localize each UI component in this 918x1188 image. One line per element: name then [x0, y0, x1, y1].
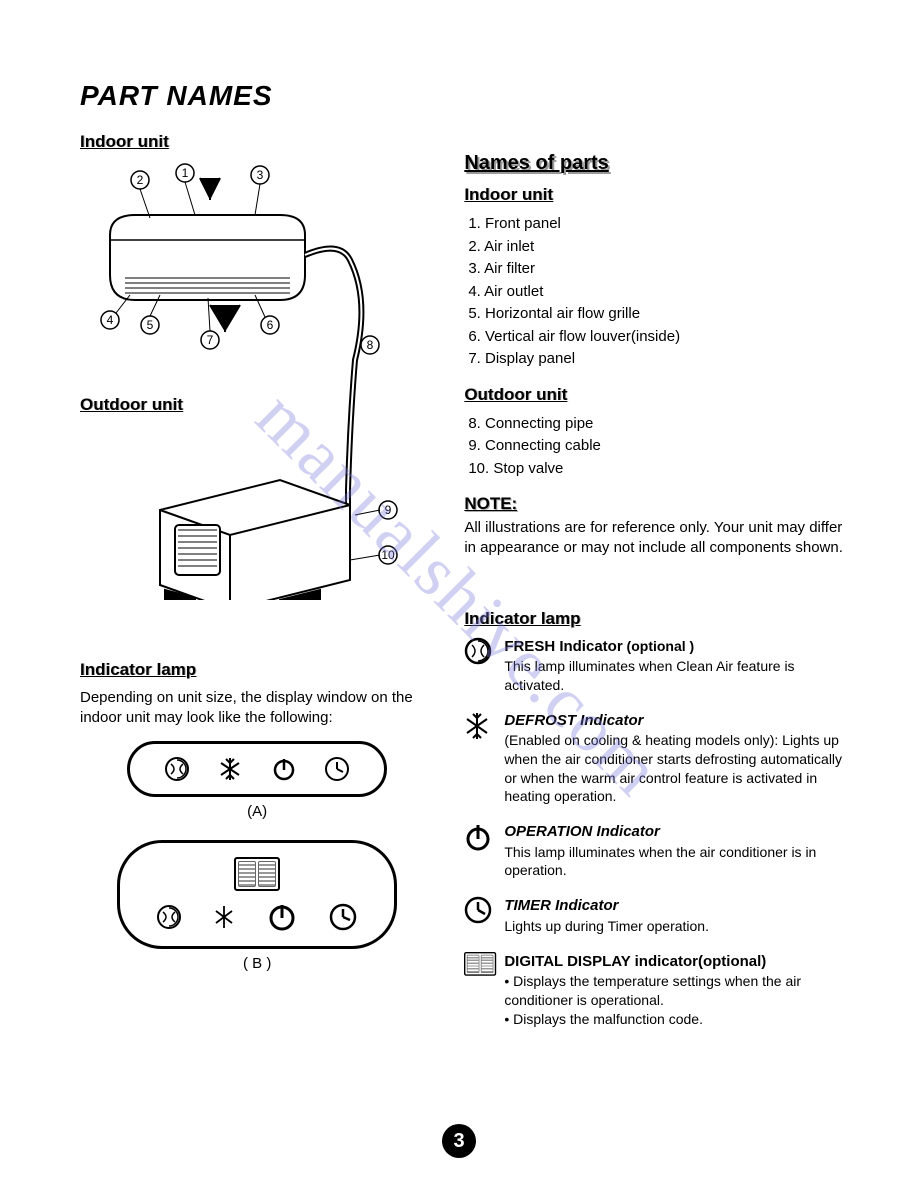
fresh-icon: [156, 904, 182, 930]
svg-text:9: 9: [385, 503, 392, 517]
list-item: 7. Display panel: [468, 348, 858, 371]
power-icon: [271, 756, 297, 782]
power-icon: [267, 902, 297, 932]
indicator-body: Lights up during Timer operation.: [504, 918, 709, 934]
timer-icon: [328, 902, 358, 932]
defrost-icon: [217, 756, 243, 782]
list-item: 4. Air outlet: [468, 281, 858, 304]
list-item: 6. Vertical air flow louver(inside): [468, 326, 858, 349]
indicator-body: This lamp illuminates when Clean Air fea…: [504, 658, 794, 693]
indoor-unit-heading: Indoor unit: [464, 185, 858, 205]
page-number: 3: [442, 1124, 476, 1158]
indicator-title: DEFROST Indicator: [504, 712, 643, 729]
indoor-unit-label: Indoor unit: [80, 132, 434, 152]
list-item: 10. Stop valve: [468, 458, 858, 481]
list-item: 1. Front panel: [468, 213, 858, 236]
svg-text:7: 7: [207, 333, 214, 347]
list-item: Displays the malfunction code.: [504, 1010, 858, 1029]
list-item: 2. Air inlet: [468, 236, 858, 259]
names-of-parts-heading: Names of parts: [464, 152, 858, 175]
indicator-lamp-left-heading: Indicator lamp: [80, 660, 434, 680]
timer-icon: [324, 756, 350, 782]
svg-text:5: 5: [147, 318, 154, 332]
indicator-suffix: (optional ): [623, 638, 695, 654]
outdoor-unit-label: Outdoor unit: [80, 395, 183, 415]
indicator-digital: DIGITAL DISPLAY indicator(optional) Disp…: [464, 952, 858, 1029]
list-item: 9. Connecting cable: [468, 435, 858, 458]
timer-icon: [464, 896, 494, 935]
indicator-title: FRESH Indicator: [504, 638, 622, 655]
panel-b-label: ( B ): [80, 955, 434, 972]
indicator-timer: TIMER Indicator Lights up during Timer o…: [464, 896, 858, 935]
svg-text:1: 1: [182, 166, 189, 180]
panel-a-label: (A): [80, 803, 434, 820]
svg-text:10: 10: [381, 548, 395, 562]
digital-display-icon: [464, 952, 494, 1029]
defrost-icon: [213, 904, 235, 930]
indicator-lamp-right-heading: Indicator lamp: [464, 609, 858, 629]
power-icon: [464, 822, 494, 880]
main-columns: Indoor unit: [80, 132, 858, 1044]
indicator-fresh: FRESH Indicator (optional ) This lamp il…: [464, 637, 858, 695]
outdoor-parts-list: 8. Connecting pipe 9. Connecting cable 1…: [464, 413, 858, 481]
list-item: 3. Air filter: [468, 258, 858, 281]
list-item: Displays the temperature settings when t…: [504, 972, 858, 1010]
outdoor-unit-heading: Outdoor unit: [464, 385, 858, 405]
svg-text:3: 3: [257, 168, 264, 182]
defrost-icon: [464, 711, 494, 807]
indoor-parts-list: 1. Front panel 2. Air inlet 3. Air filte…: [464, 213, 858, 371]
display-panel-b: [117, 840, 397, 949]
indicator-defrost: DEFROST Indicator (Enabled on cooling & …: [464, 711, 858, 807]
display-panel-a: [127, 741, 387, 797]
svg-text:8: 8: [367, 338, 374, 352]
indicator-lamp-intro: Depending on unit size, the display wind…: [80, 688, 434, 727]
indicator-title: OPERATION Indicator: [504, 823, 660, 840]
fresh-icon: [164, 756, 190, 782]
note-body: All illustrations are for reference only…: [464, 518, 858, 559]
unit-diagram: 1 2 3 4 5 6 7 8: [80, 160, 434, 600]
svg-text:6: 6: [267, 318, 274, 332]
list-item: 8. Connecting pipe: [468, 413, 858, 436]
indicator-operation: OPERATION Indicator This lamp illuminate…: [464, 822, 858, 880]
indicator-title: TIMER Indicator: [504, 897, 618, 914]
fresh-icon: [464, 637, 494, 695]
indicator-title: DIGITAL DISPLAY indicator(optional): [504, 953, 766, 970]
digit-display: [234, 857, 280, 891]
note-title: NOTE:: [464, 494, 858, 514]
svg-text:4: 4: [107, 313, 114, 327]
list-item: 5. Horizontal air flow grille: [468, 303, 858, 326]
right-column: Names of parts Indoor unit 1. Front pane…: [464, 132, 858, 1044]
indicator-body: (Enabled on cooling & heating models onl…: [504, 732, 842, 805]
svg-text:2: 2: [137, 173, 144, 187]
digital-bullets: Displays the temperature settings when t…: [504, 972, 858, 1029]
left-column: Indoor unit: [80, 132, 434, 1044]
indicator-body: This lamp illuminates when the air condi…: [504, 844, 816, 879]
page-title: PART NAMES: [80, 80, 858, 112]
